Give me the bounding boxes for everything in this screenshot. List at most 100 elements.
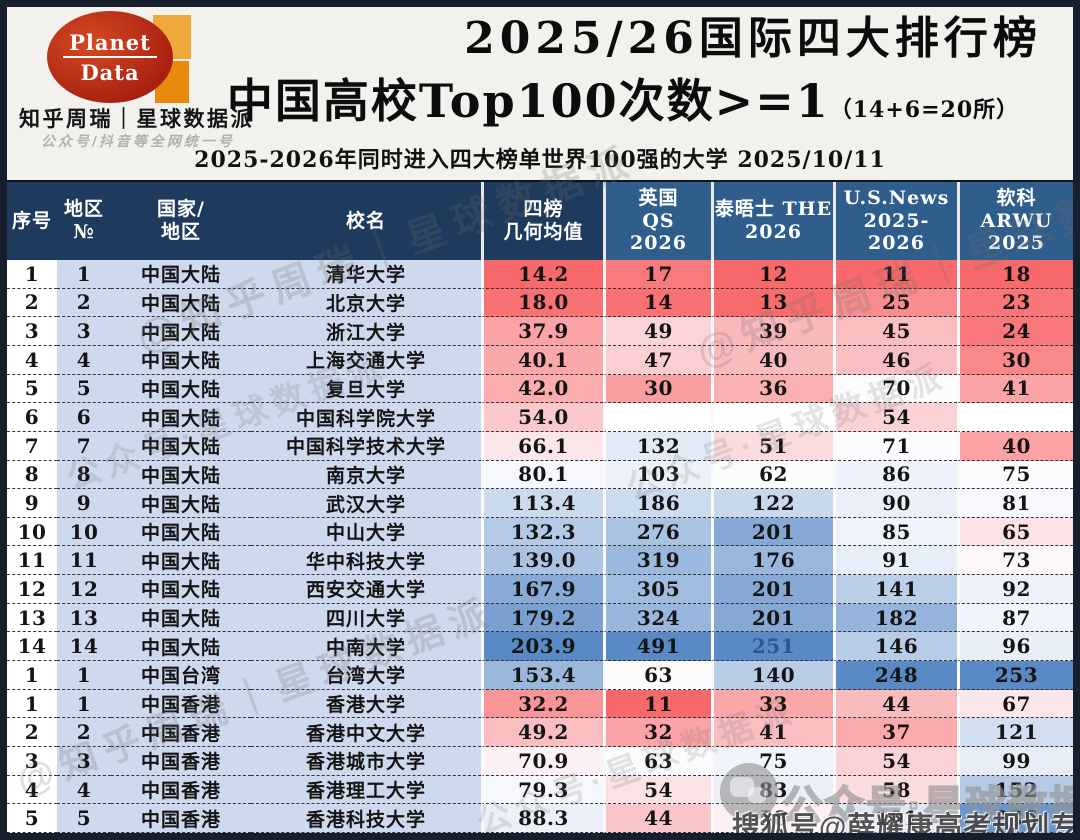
- cell-name-r10: 中山大学: [251, 517, 481, 547]
- cell-serial-r8: 8: [7, 460, 57, 490]
- cell-usnews_2025_2026-r7: 71: [833, 431, 957, 461]
- cell-four_rank_geo_mean-r14: 203.9: [481, 632, 603, 662]
- col-header-arwu_2025: 软科 ARWU 2025: [957, 182, 1073, 260]
- cell-region_no-r4: 4: [57, 345, 111, 375]
- cell-region-r8: 中国大陆: [111, 460, 251, 490]
- cell-four_rank_geo_mean-r2: 18.0: [481, 288, 603, 318]
- cell-four_rank_geo_mean-r19: 79.3: [481, 775, 603, 805]
- cell-serial-r16: 1: [7, 689, 57, 719]
- cell-region_no-r1: 1: [57, 260, 111, 289]
- cell-arwu_2025-r4: 30: [957, 345, 1073, 375]
- cell-serial-r11: 11: [7, 546, 57, 576]
- page-title-line1: 2025/26国际四大排行榜: [464, 13, 1042, 64]
- cell-arwu_2025-r16: 67: [957, 689, 1073, 719]
- cell-usnews_2025_2026-r12: 141: [833, 575, 957, 604]
- cell-the_2026-r3: 39: [711, 317, 833, 346]
- cell-name-r14: 中南大学: [251, 632, 481, 662]
- page-subtitle: 2025-2026年同时进入四大榜单世界100强的大学 2025/10/11: [194, 147, 886, 173]
- cell-the_2026-r19: 83: [711, 775, 833, 805]
- page-title-line2-note: （14+6=20所）: [829, 97, 1020, 123]
- col-header-region: 国家/ 地区: [111, 182, 251, 260]
- rankings-table: 序号 地区 № 国家/ 地区 校名 四榜 几何均值 英国 QS 2026 泰晤士 THE 2…: [7, 180, 1073, 833]
- cell-arwu_2025-r11: 73: [957, 546, 1073, 576]
- cell-the_2026-r12: 201: [711, 575, 833, 604]
- cell-qs_2026-r9: 186: [603, 489, 711, 518]
- cell-usnews_2025_2026-r4: 46: [833, 345, 957, 375]
- cell-four_rank_geo_mean-r4: 40.1: [481, 345, 603, 375]
- cell-region-r11: 中国大陆: [111, 546, 251, 576]
- cell-the_2026-r13: 201: [711, 603, 833, 633]
- cell-the_2026-r10: 201: [711, 517, 833, 547]
- cell-qs_2026-r8: 103: [603, 460, 711, 490]
- cell-the_2026-r14: 251: [711, 632, 833, 662]
- cell-name-r3: 浙江大学: [251, 317, 481, 346]
- cell-four_rank_geo_mean-r13: 179.2: [481, 603, 603, 633]
- cell-four_rank_geo_mean-r12: 167.9: [481, 575, 603, 604]
- cell-arwu_2025-r14: 96: [957, 632, 1073, 662]
- cell-usnews_2025_2026-r8: 86: [833, 460, 957, 490]
- cell-the_2026-r1: 12: [711, 260, 833, 289]
- cell-four_rank_geo_mean-r5: 42.0: [481, 374, 603, 404]
- cell-region_no-r20: 5: [57, 804, 111, 833]
- cell-arwu_2025-r8: 75: [957, 460, 1073, 490]
- cell-serial-r19: 4: [7, 775, 57, 805]
- col-header-usnews_2025_2026: U.S.News 2025- 2026: [833, 182, 957, 260]
- cell-name-r17: 香港中文大学: [251, 718, 481, 748]
- cell-name-r15: 台湾大学: [251, 661, 481, 690]
- cell-name-r2: 北京大学: [251, 288, 481, 318]
- cell-arwu_2025-r17: 121: [957, 718, 1073, 748]
- cell-qs_2026-r1: 17: [603, 260, 711, 289]
- cell-name-r13: 四川大学: [251, 603, 481, 633]
- cell-qs_2026-r14: 491: [603, 632, 711, 662]
- cell-qs_2026-r19: 54: [603, 775, 711, 805]
- cell-qs_2026-r17: 32: [603, 718, 711, 748]
- cell-serial-r20: 5: [7, 804, 57, 833]
- cell-qs_2026-r15: 63: [603, 661, 711, 690]
- cell-region_no-r17: 2: [57, 718, 111, 748]
- cell-arwu_2025-r9: 81: [957, 489, 1073, 518]
- cell-usnews_2025_2026-r9: 90: [833, 489, 957, 518]
- cell-region_no-r16: 1: [57, 689, 111, 719]
- cell-region-r19: 中国香港: [111, 775, 251, 805]
- cell-region-r6: 中国大陆: [111, 403, 251, 432]
- cell-region_no-r11: 11: [57, 546, 111, 576]
- cell-region-r9: 中国大陆: [111, 489, 251, 518]
- col-header-qs_2026: 英国 QS 2026: [603, 182, 711, 260]
- cell-region_no-r5: 5: [57, 374, 111, 404]
- cell-name-r20: 香港科技大学: [251, 804, 481, 833]
- cell-arwu_2025-r3: 24: [957, 317, 1073, 346]
- cell-serial-r4: 4: [7, 345, 57, 375]
- cell-region_no-r14: 14: [57, 632, 111, 662]
- cell-name-r8: 南京大学: [251, 460, 481, 490]
- cell-region-r17: 中国香港: [111, 718, 251, 748]
- cell-the_2026-r8: 62: [711, 460, 833, 490]
- cell-usnews_2025_2026-r10: 85: [833, 517, 957, 547]
- cell-four_rank_geo_mean-r17: 49.2: [481, 718, 603, 748]
- cell-arwu_2025-r2: 23: [957, 288, 1073, 318]
- cell-usnews_2025_2026-r17: 37: [833, 718, 957, 748]
- cell-four_rank_geo_mean-r20: 88.3: [481, 804, 603, 833]
- cell-region-r1: 中国大陆: [111, 260, 251, 289]
- cell-arwu_2025-r19: 152: [957, 775, 1073, 805]
- cell-four_rank_geo_mean-r15: 153.4: [481, 661, 603, 690]
- cell-usnews_2025_2026-r1: 11: [833, 260, 957, 289]
- cell-serial-r10: 10: [7, 517, 57, 547]
- cell-region-r3: 中国大陆: [111, 317, 251, 346]
- cell-qs_2026-r2: 14: [603, 288, 711, 318]
- cell-the_2026-r15: 140: [711, 661, 833, 690]
- cell-the_2026-r4: 40: [711, 345, 833, 375]
- cell-arwu_2025-r20: 236: [957, 804, 1073, 833]
- cell-name-r7: 中国科学技术大学: [251, 431, 481, 461]
- cell-serial-r18: 3: [7, 747, 57, 776]
- cell-qs_2026-r11: 319: [603, 546, 711, 576]
- cell-region_no-r10: 10: [57, 517, 111, 547]
- cell-arwu_2025-r10: 65: [957, 517, 1073, 547]
- cell-serial-r5: 5: [7, 374, 57, 404]
- cell-arwu_2025-r13: 87: [957, 603, 1073, 633]
- cell-arwu_2025-r18: 99: [957, 747, 1073, 776]
- cell-four_rank_geo_mean-r18: 70.9: [481, 747, 603, 776]
- cell-usnews_2025_2026-r5: 70: [833, 374, 957, 404]
- cell-four_rank_geo_mean-r10: 132.3: [481, 517, 603, 547]
- cell-name-r12: 西安交通大学: [251, 575, 481, 604]
- cell-name-r1: 清华大学: [251, 260, 481, 289]
